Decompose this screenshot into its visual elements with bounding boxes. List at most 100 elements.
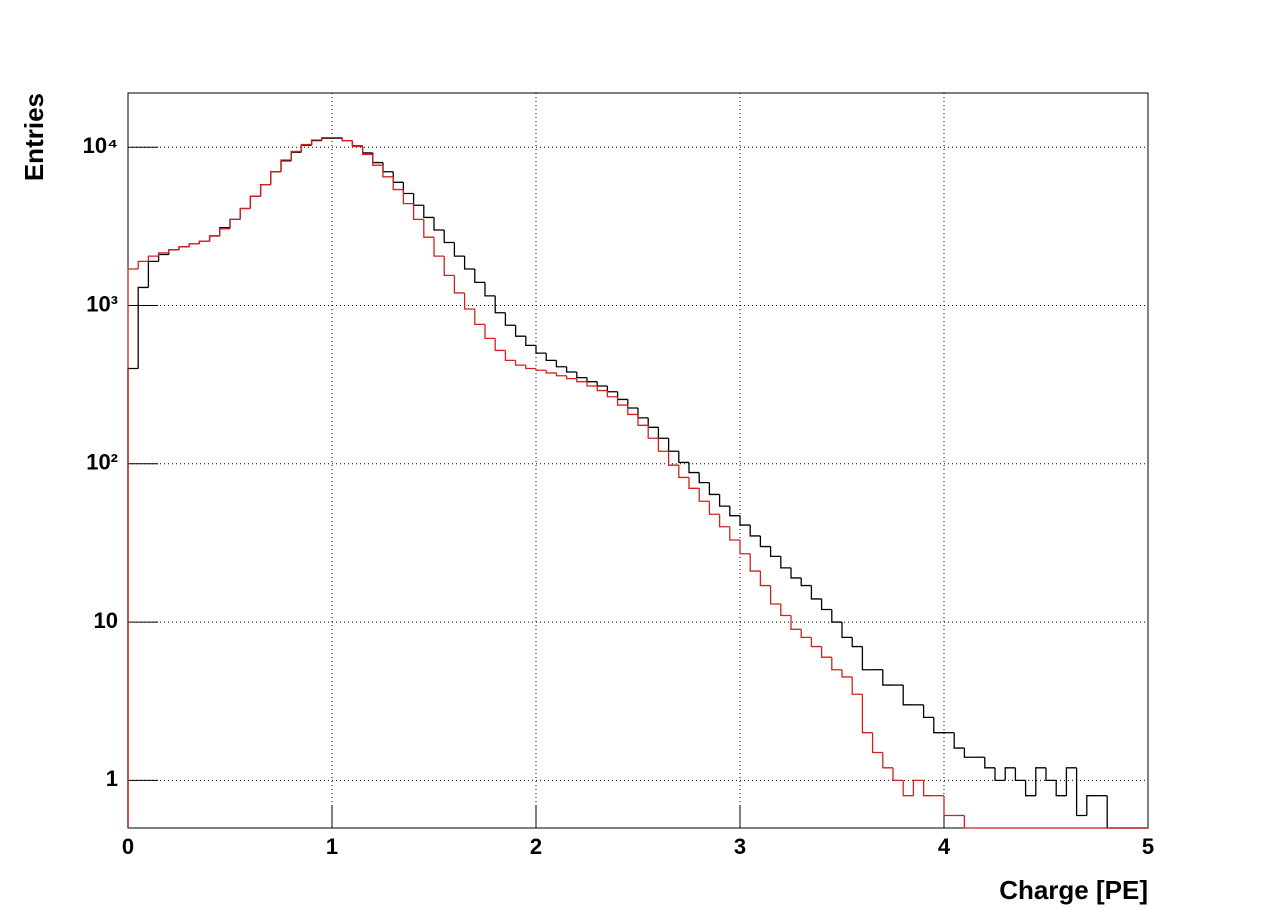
histogram-step xyxy=(708,482,720,496)
histogram-step xyxy=(718,514,730,528)
histogram-step xyxy=(1065,767,1077,796)
histogram-step xyxy=(841,622,853,639)
histogram-step xyxy=(739,539,751,555)
histogram-step xyxy=(270,171,281,185)
histogram-step xyxy=(708,501,720,515)
histogram-step xyxy=(882,669,893,686)
histogram-step xyxy=(586,377,598,383)
y-tick-label: 1 xyxy=(106,766,118,791)
histogram-step xyxy=(1045,767,1057,782)
histogram-step xyxy=(1014,767,1026,782)
histogram-step xyxy=(229,218,241,229)
histogram-step xyxy=(892,767,904,782)
histogram-step xyxy=(586,381,598,387)
histogram-step xyxy=(841,669,853,678)
histogram-step xyxy=(1106,795,1118,829)
histogram-step xyxy=(678,451,689,464)
histogram-step xyxy=(157,253,169,262)
histogram-step xyxy=(1035,767,1046,796)
histogram-step xyxy=(259,183,271,197)
x-tick-label: 4 xyxy=(938,834,951,859)
histogram-step xyxy=(127,268,139,828)
histogram-step xyxy=(790,567,802,579)
histogram-step xyxy=(463,292,475,310)
histogram-step xyxy=(759,535,771,548)
histogram-step xyxy=(433,237,445,257)
histogram-step xyxy=(259,183,271,197)
histogram-step xyxy=(484,282,496,297)
histogram-step xyxy=(474,269,485,284)
histogram-step xyxy=(565,375,577,380)
histogram-step xyxy=(698,488,710,502)
histogram-step xyxy=(555,372,567,377)
histogram-step xyxy=(1004,767,1016,781)
histogram-step xyxy=(749,553,761,572)
histogram-step xyxy=(198,240,210,244)
histogram-step xyxy=(800,629,812,639)
histogram-step xyxy=(208,235,220,242)
histogram-step xyxy=(984,757,995,769)
histogram-step xyxy=(616,396,628,406)
histogram-step xyxy=(1024,780,1036,797)
histogram-step xyxy=(647,417,659,428)
plot-frame xyxy=(127,92,1149,829)
histogram-step xyxy=(351,140,363,148)
histogram-step xyxy=(402,182,414,195)
histogram-step xyxy=(902,780,914,797)
histogram-step xyxy=(729,506,740,517)
histogram-step xyxy=(433,217,445,231)
histogram-step xyxy=(453,275,465,294)
histogram-step xyxy=(657,438,669,452)
histogram-step xyxy=(769,585,781,605)
histogram-step xyxy=(514,325,526,337)
histogram-step xyxy=(851,637,863,648)
histogram-step xyxy=(474,309,485,326)
histogram-step xyxy=(657,427,669,439)
histogram-step xyxy=(525,336,536,346)
histogram-step xyxy=(423,205,434,219)
histogram-step xyxy=(606,390,618,398)
histogram-step xyxy=(780,604,791,617)
x-tick-label: 0 xyxy=(122,834,134,859)
histogram-step xyxy=(504,350,516,362)
y-axis-label: Entries xyxy=(19,93,49,181)
histogram-step xyxy=(780,556,791,569)
y-tick-label: 10³ xyxy=(86,291,118,316)
histogram-step xyxy=(127,367,139,828)
histogram-step xyxy=(810,637,822,648)
histogram-step xyxy=(810,585,822,600)
histogram-step xyxy=(484,324,496,339)
histogram-step xyxy=(178,246,190,250)
histogram-step xyxy=(953,732,965,749)
histogram-step xyxy=(994,767,1006,782)
histogram-step xyxy=(882,752,893,769)
histogram-step xyxy=(229,218,241,228)
histogram-step xyxy=(545,370,557,374)
histogram-step xyxy=(627,405,638,416)
histogram-step xyxy=(280,159,292,172)
histogram-step xyxy=(321,137,332,141)
histogram-step xyxy=(606,386,618,393)
histogram-step xyxy=(402,189,414,205)
histogram-step xyxy=(831,657,842,671)
histogram-step xyxy=(300,144,312,153)
histogram-step xyxy=(637,414,649,426)
x-tick-label: 2 xyxy=(530,834,542,859)
histogram-step xyxy=(453,242,465,257)
histogram-step xyxy=(718,494,730,507)
histogram-step xyxy=(769,546,781,558)
histogram-step xyxy=(147,260,159,288)
histogram-step xyxy=(667,438,679,452)
histogram-step xyxy=(627,399,638,409)
histogram-step xyxy=(902,685,914,706)
histogram-step xyxy=(963,815,975,829)
histogram-step xyxy=(790,615,802,630)
histogram-step xyxy=(361,146,373,156)
histogram-step xyxy=(382,165,394,178)
histogram-step xyxy=(861,646,873,671)
histogram-step xyxy=(912,779,924,796)
histogram-step xyxy=(372,152,383,164)
histogram-step xyxy=(739,515,751,526)
histogram-step xyxy=(943,795,955,817)
